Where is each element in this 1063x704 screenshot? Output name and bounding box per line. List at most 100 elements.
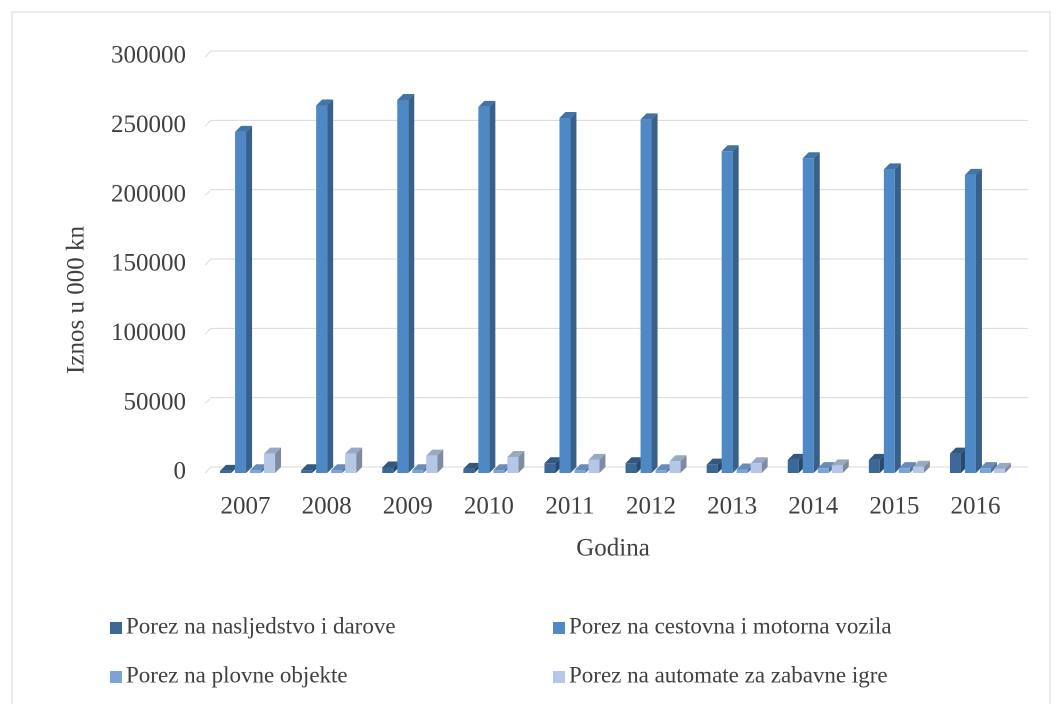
x-tick-label: 2014	[788, 493, 839, 520]
bar	[331, 470, 343, 473]
bar-side	[923, 460, 930, 473]
legend-swatch	[110, 671, 122, 683]
bar	[493, 470, 505, 473]
bar-top	[397, 93, 415, 100]
x-tick-label: 2007	[221, 493, 271, 520]
bar-side	[356, 447, 363, 473]
legend-swatch	[553, 671, 565, 683]
bar-side	[1004, 462, 1011, 473]
bar	[787, 459, 799, 473]
bar-side	[275, 447, 282, 473]
bar	[301, 470, 313, 473]
bar-top	[964, 168, 982, 175]
bar-side	[408, 93, 415, 473]
bar	[426, 455, 438, 473]
bar-side	[842, 459, 849, 473]
bar-side	[894, 163, 901, 473]
bar-side	[680, 455, 687, 473]
bar-top	[382, 461, 400, 468]
bar	[625, 463, 637, 473]
bar	[463, 468, 475, 473]
bar	[736, 469, 748, 473]
bar	[316, 105, 328, 474]
bar	[868, 459, 880, 473]
bar	[588, 459, 600, 473]
bar	[478, 106, 490, 474]
bar-side	[599, 453, 606, 473]
bar-top	[493, 464, 511, 471]
bar-top	[264, 447, 282, 454]
bar-top	[301, 464, 319, 471]
bar-top	[463, 462, 481, 469]
bar	[750, 463, 762, 473]
bar-top	[544, 457, 562, 464]
bar-top	[640, 113, 658, 120]
x-axis-title: Godina	[576, 535, 650, 562]
x-tick-label: 2011	[545, 493, 594, 520]
x-tick-label: 2013	[707, 493, 757, 520]
bar-top	[912, 460, 930, 467]
bar-side	[437, 449, 444, 473]
bar-top	[979, 462, 997, 469]
bar-top	[898, 462, 916, 469]
x-tick-label: 2015	[869, 493, 919, 520]
bar-top	[574, 464, 592, 471]
bar-side	[732, 145, 739, 473]
y-tick-label: 100000	[111, 319, 186, 346]
y-tick-label: 50000	[124, 388, 187, 415]
bar-top	[331, 464, 349, 471]
chart-frame	[11, 11, 1051, 704]
bar	[979, 468, 991, 473]
y-tick-label: 300000	[111, 42, 186, 69]
bar-top	[345, 447, 363, 454]
bar-side	[813, 152, 820, 473]
bar-top	[868, 453, 886, 460]
bar-top	[235, 125, 253, 132]
bar	[264, 453, 276, 473]
grid-line-depth	[204, 466, 212, 474]
bar-top	[669, 455, 687, 462]
bar-side	[990, 462, 997, 473]
bar-side	[327, 99, 334, 474]
grid-line-depth	[204, 397, 212, 405]
bar	[655, 470, 667, 473]
legend-label: Porez na cestovna i motorna vozila	[569, 613, 892, 638]
bar-top	[721, 145, 739, 152]
x-tick-label: 2010	[464, 493, 514, 520]
bar	[397, 99, 409, 473]
bar-side	[761, 457, 768, 473]
bar-top	[507, 451, 525, 458]
bar-top	[412, 464, 430, 471]
legend-swatch	[553, 622, 565, 634]
bar-top	[736, 463, 754, 470]
bar-top	[588, 453, 606, 460]
legend-swatch	[110, 622, 122, 634]
x-tick-label: 2008	[302, 493, 352, 520]
bar	[559, 118, 571, 473]
bar-side	[246, 125, 253, 473]
bar-top	[316, 99, 334, 106]
bar-top	[625, 457, 643, 464]
grid-line-depth	[204, 50, 212, 58]
bar-top	[993, 462, 1011, 469]
bar-top	[426, 449, 444, 456]
y-axis-title: Iznos u 000 kn	[63, 226, 90, 374]
bar-side	[518, 451, 525, 473]
bar-top	[706, 458, 724, 465]
bar	[220, 470, 232, 473]
bar-top	[831, 459, 849, 466]
bar	[831, 465, 843, 473]
bar	[883, 169, 895, 473]
bar	[235, 131, 247, 473]
bar	[949, 453, 961, 473]
bar	[721, 151, 733, 473]
bar-side	[651, 113, 658, 474]
grid-line-depth	[204, 258, 212, 266]
bar	[817, 468, 829, 473]
bar	[640, 119, 652, 474]
bar-top	[787, 453, 805, 460]
bar	[993, 468, 1005, 473]
bar	[412, 470, 424, 473]
bar	[382, 467, 394, 473]
